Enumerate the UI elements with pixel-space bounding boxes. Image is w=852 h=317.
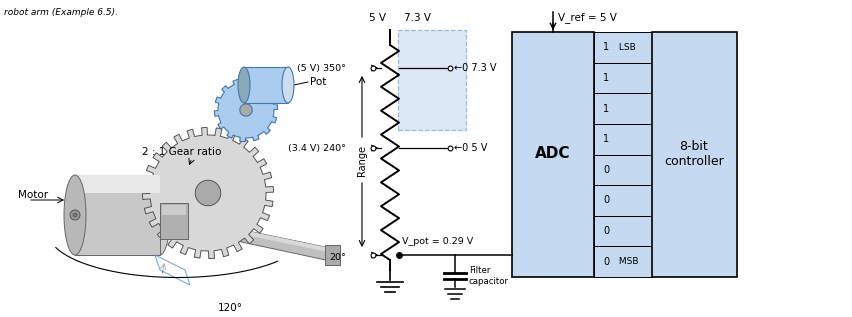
FancyBboxPatch shape (398, 30, 466, 130)
Text: Filter
capacitor: Filter capacitor (469, 266, 509, 286)
Text: 5 V: 5 V (370, 13, 387, 23)
Polygon shape (325, 245, 340, 265)
Text: 1: 1 (603, 134, 609, 144)
Bar (594, 246, 652, 277)
Text: 1: 1 (603, 73, 609, 83)
Bar (244, 67, 288, 103)
Bar (160, 203, 188, 239)
Text: (3.4 V) 240°: (3.4 V) 240° (288, 144, 346, 152)
Polygon shape (142, 127, 273, 259)
Ellipse shape (70, 210, 80, 220)
Text: robot arm (Example 6.5).: robot arm (Example 6.5). (4, 8, 118, 17)
Text: 8-bit
controller: 8-bit controller (664, 140, 724, 168)
Bar (594, 63, 652, 93)
Text: ←0 7.3 V: ←0 7.3 V (454, 63, 497, 73)
Bar (594, 32, 652, 63)
Bar (75, 175, 160, 193)
Polygon shape (240, 104, 252, 116)
Text: 20°: 20° (329, 253, 346, 262)
Bar (594, 154, 652, 185)
Text: Range: Range (357, 145, 367, 176)
Text: V_ref = 5 V: V_ref = 5 V (558, 13, 617, 23)
Bar (652, 32, 737, 277)
Bar (162, 205, 186, 215)
Bar (594, 216, 652, 246)
Polygon shape (215, 78, 278, 142)
Bar (594, 124, 652, 154)
Text: LSB: LSB (616, 43, 636, 52)
Ellipse shape (150, 175, 170, 255)
Polygon shape (155, 255, 190, 285)
Text: ←0 5 V: ←0 5 V (454, 143, 487, 153)
Bar (594, 185, 652, 216)
Text: Motor: Motor (18, 190, 48, 200)
Text: 7.3 V: 7.3 V (405, 13, 431, 23)
Text: 0: 0 (603, 226, 609, 236)
Text: 0: 0 (603, 257, 609, 267)
Text: (5 V) 350°: (5 V) 350° (297, 63, 346, 73)
Text: 1: 1 (603, 104, 609, 113)
Polygon shape (195, 180, 221, 206)
Bar (512, 32, 594, 277)
Bar (75, 175, 160, 255)
Ellipse shape (238, 67, 250, 103)
Ellipse shape (64, 175, 86, 255)
Text: 1: 1 (603, 42, 609, 52)
Text: 0: 0 (603, 196, 609, 205)
Text: ADC: ADC (535, 146, 571, 161)
Text: MSB: MSB (616, 257, 638, 266)
Text: V_pot = 0.29 V: V_pot = 0.29 V (402, 236, 473, 245)
Ellipse shape (73, 213, 77, 217)
Text: Pot: Pot (310, 77, 326, 87)
Polygon shape (185, 218, 333, 253)
Polygon shape (185, 218, 335, 262)
Text: 0: 0 (603, 165, 609, 175)
Text: 2 : 1 Gear ratio: 2 : 1 Gear ratio (142, 147, 222, 157)
Ellipse shape (282, 67, 294, 103)
Bar (594, 93, 652, 124)
Text: 120°: 120° (217, 303, 243, 313)
